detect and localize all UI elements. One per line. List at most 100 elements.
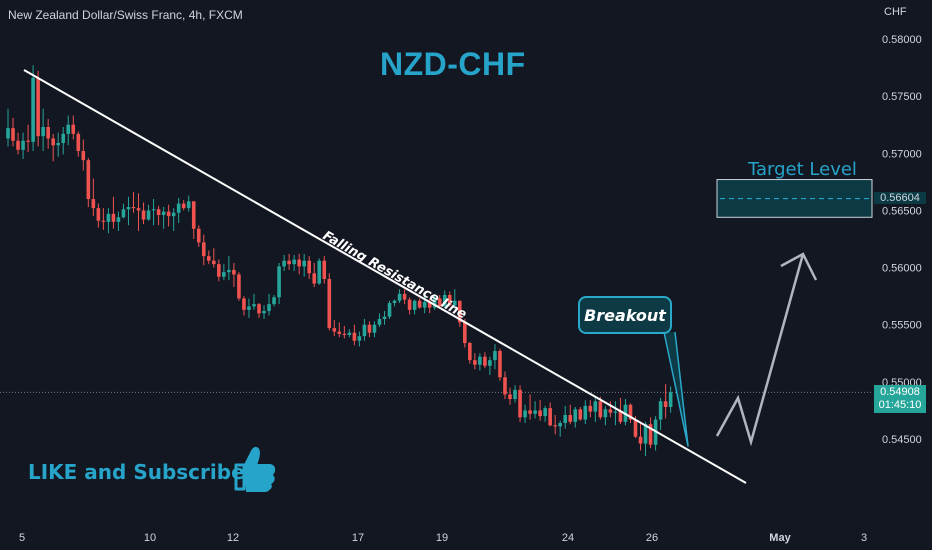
candle-body bbox=[116, 217, 121, 222]
like-subscribe-text[interactable]: LIKE and Subscribe bbox=[28, 460, 245, 484]
candle-body bbox=[613, 411, 618, 413]
candle-body bbox=[26, 140, 30, 142]
time-tick-label: 24 bbox=[562, 532, 574, 544]
candle-body bbox=[498, 351, 502, 378]
time-tick-label: 26 bbox=[646, 532, 658, 544]
candle-body bbox=[397, 293, 402, 301]
candle-body bbox=[242, 298, 246, 310]
candle-body bbox=[608, 409, 613, 413]
candle-body bbox=[292, 259, 296, 265]
breakout-callout: Breakout bbox=[578, 296, 672, 334]
candle-body bbox=[568, 415, 573, 422]
currency-unit: CHF bbox=[884, 6, 907, 18]
candle-body bbox=[387, 303, 392, 317]
candle-body bbox=[578, 409, 583, 420]
candle-body bbox=[427, 301, 432, 308]
candle-body bbox=[367, 324, 372, 333]
candle-body bbox=[382, 316, 387, 319]
time-tick-label: 3 bbox=[861, 532, 867, 544]
candle-body bbox=[668, 392, 673, 407]
candle-body bbox=[222, 272, 226, 277]
candle-body bbox=[633, 419, 638, 437]
candle-body bbox=[573, 409, 578, 422]
candle-body bbox=[628, 404, 633, 420]
candle-body bbox=[392, 300, 397, 303]
candle-body bbox=[513, 389, 517, 399]
candle-body bbox=[201, 242, 206, 257]
time-tick-label: 12 bbox=[227, 532, 239, 544]
candle-body bbox=[106, 213, 111, 222]
candle-body bbox=[297, 259, 301, 267]
candle-body bbox=[658, 401, 663, 420]
candle-body bbox=[442, 295, 447, 307]
candle-body bbox=[267, 304, 271, 311]
candle-body bbox=[553, 425, 557, 427]
price-tick-label: 0.57500 bbox=[882, 91, 922, 103]
projected-path bbox=[715, 253, 805, 447]
candle-body bbox=[277, 266, 281, 298]
candle-body bbox=[31, 77, 35, 142]
candle-body bbox=[66, 124, 71, 134]
candle-body bbox=[161, 211, 166, 215]
candle-body bbox=[41, 127, 45, 137]
candle-body bbox=[432, 298, 437, 308]
candle-body bbox=[458, 300, 462, 323]
candle-body bbox=[352, 332, 357, 341]
candle-body bbox=[598, 401, 603, 418]
candle-body bbox=[548, 408, 552, 426]
candle-body bbox=[111, 213, 116, 222]
time-tick-label: 17 bbox=[352, 532, 364, 544]
candle-body bbox=[342, 333, 347, 335]
candle-body bbox=[643, 424, 648, 444]
falling-resistance-line bbox=[23, 69, 747, 484]
candle-body bbox=[181, 203, 186, 209]
candle-body bbox=[663, 401, 668, 407]
thumbs-up-icon[interactable] bbox=[232, 443, 278, 498]
candle-body bbox=[171, 212, 176, 217]
candle-body bbox=[317, 260, 322, 284]
candle-body bbox=[232, 269, 236, 275]
candle-body bbox=[217, 264, 221, 277]
candle-body bbox=[533, 410, 537, 414]
candle-body bbox=[583, 405, 588, 420]
candle-body bbox=[191, 201, 196, 229]
candle-body bbox=[302, 260, 306, 267]
candle-body bbox=[126, 207, 131, 210]
candle-body bbox=[488, 360, 492, 366]
candle-body bbox=[207, 256, 211, 261]
price-tick-label: 0.55500 bbox=[882, 320, 922, 332]
candle-body bbox=[528, 410, 532, 414]
candle-body bbox=[447, 295, 452, 306]
falling-resistance-label: Falling Resistance line bbox=[320, 228, 469, 322]
symbol-header: New Zealand Dollar/Swiss Franc, 4h, FXCM bbox=[8, 8, 243, 22]
candle-body bbox=[618, 411, 623, 422]
candle-body bbox=[638, 436, 643, 444]
candle-body bbox=[347, 332, 352, 335]
bar-countdown: 01:45:10 bbox=[878, 399, 922, 412]
candle-body bbox=[151, 209, 156, 211]
current-price-tag: 0.54908 01:45:10 bbox=[874, 385, 926, 414]
candle-body bbox=[76, 133, 81, 151]
candle-body bbox=[121, 209, 126, 218]
price-tick-label: 0.56500 bbox=[882, 205, 922, 217]
candle-body bbox=[166, 211, 171, 217]
candle-body bbox=[186, 201, 191, 209]
candle-body bbox=[452, 300, 457, 306]
candle-body bbox=[332, 328, 337, 332]
candle-body bbox=[252, 304, 256, 307]
candle-body bbox=[508, 394, 512, 399]
price-tick-label: 0.58000 bbox=[882, 34, 922, 46]
candle-body bbox=[322, 260, 327, 279]
candle-body bbox=[362, 324, 367, 337]
candle-body bbox=[523, 410, 527, 418]
candle-body bbox=[196, 228, 201, 243]
candle-body bbox=[312, 273, 317, 284]
candle-body bbox=[16, 140, 20, 150]
candle-body bbox=[468, 343, 472, 361]
time-tick-label: 19 bbox=[436, 532, 448, 544]
candle-body bbox=[61, 133, 66, 143]
candle-body bbox=[493, 351, 497, 361]
candle-body bbox=[563, 415, 568, 423]
